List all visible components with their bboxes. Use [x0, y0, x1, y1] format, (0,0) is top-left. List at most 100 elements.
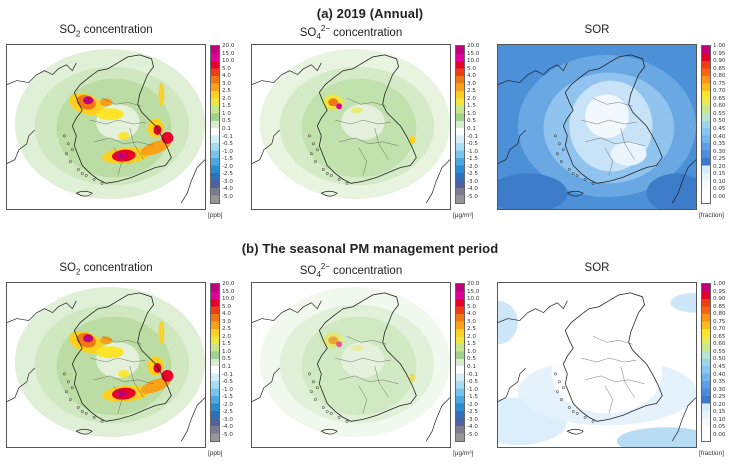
- colorbar-tick-label: 0.80: [713, 311, 726, 318]
- colorbar-tick-label: 0.35: [713, 379, 726, 386]
- title-main: SO: [59, 24, 76, 36]
- colorbar-tick-label: 15.0: [467, 50, 480, 57]
- colorbar-tick-label: 0.55: [713, 348, 726, 355]
- colorbar-tick-label: -0.5: [222, 379, 233, 386]
- title-main: SO: [59, 262, 76, 274]
- colorbar-0-0: [210, 45, 220, 204]
- colorbar-tick-label: 10.0: [222, 58, 235, 65]
- title-rest: concentration: [329, 264, 403, 277]
- colorbar-tick-label: -5.0: [222, 193, 233, 200]
- colorbar-tick-label: -1.5: [222, 394, 233, 401]
- title-main: SO: [299, 26, 317, 39]
- colorbar-tick-label: 0.85: [713, 65, 726, 72]
- colorbar-tick-label: 0.45: [713, 126, 726, 133]
- colorbar-tick-label: 10.0: [467, 58, 480, 65]
- colorbar-tick-label: 1.0: [222, 110, 231, 117]
- colorbar-ticks-0-1: 20.0 15.0 10.0 5.0 4.0 3.0 2.5 2.0 1.5 1.0 0.5 0.1-…: [467, 43, 480, 202]
- colorbar-tick-label: 0.20: [713, 163, 726, 170]
- colorbar-tick-label: 2.0: [467, 333, 476, 340]
- colorbar-tick-label: 0.85: [713, 303, 726, 310]
- colorbar-tick-label: 0.20: [713, 401, 726, 408]
- colorbar-tick-label: 0.00: [713, 431, 726, 438]
- colorbar-tick-label: 0.75: [713, 80, 726, 87]
- colorbar-tick-label: -1.0: [222, 386, 233, 393]
- colorbar-tick-label: -1.0: [222, 148, 233, 155]
- colorbar-tick-label: 2.0: [222, 333, 231, 340]
- colorbar-tick-label: -4.0: [222, 424, 233, 431]
- map-panel-1-1: [251, 282, 451, 448]
- colorbar-tick-label: 1.5: [467, 103, 476, 110]
- colorbar-tick-label: 0.90: [713, 58, 726, 65]
- colorbar-tick-label: 0.55: [713, 110, 726, 117]
- colorbar-ticks-0-0: 20.0 15.0 10.0 5.0 4.0 3.0 2.5 2.0 1.5 1.0 0.5 0.1-…: [222, 43, 235, 202]
- title-superscript: 2−: [320, 24, 330, 33]
- colorbar-tick-label: -1.0: [467, 148, 478, 155]
- colorbar-tick-label: 2.5: [467, 88, 476, 95]
- colorbar-tick-label: 1.5: [222, 103, 231, 110]
- title-subscript: 2: [75, 29, 81, 39]
- colorbar-tick-label: 0.40: [713, 133, 726, 140]
- colorbar-tick-label: 0.25: [713, 156, 726, 163]
- colorbar-tick-label: -2.0: [222, 401, 233, 408]
- colorbar-tick-label: -5.0: [467, 431, 478, 438]
- colorbar-tick-label: -3.0: [222, 178, 233, 185]
- colorbar-tick-label: 5.0: [222, 303, 231, 310]
- colorbar-tick-label: 0.50: [713, 356, 726, 363]
- colorbar-ticks-0-2: 1.00 0.95 0.90 0.85 0.80 0.75 0.70 0.65 0.60 0.55…: [713, 43, 726, 202]
- colorbar-tick-label: 0.95: [713, 288, 726, 295]
- colorbar-tick-label: 0.05: [713, 424, 726, 431]
- colorbar-tick-label: -1.5: [222, 156, 233, 163]
- colorbar-tick-label: -2.0: [222, 163, 233, 170]
- map-panel-0-2: [497, 44, 697, 210]
- colorbar-tick-label: 0.10: [713, 416, 726, 423]
- colorbar-tick-label: -0.5: [467, 141, 478, 148]
- colorbar-tick-label: 4.0: [467, 73, 476, 80]
- colorbar-1-2: [701, 283, 711, 442]
- colorbar-tick-label: 2.5: [222, 88, 231, 95]
- section-title-seasonal: (b) The seasonal PM management period: [241, 241, 499, 256]
- colorbar-tick-label: 2.5: [222, 326, 231, 333]
- colorbar-tick-label: 4.0: [222, 73, 231, 80]
- colorbar-tick-label: -3.0: [467, 416, 478, 423]
- colorbar-tick-label: -0.1: [467, 133, 478, 140]
- map-panel-1-2: [497, 282, 697, 448]
- title-rest: concentration: [80, 262, 153, 274]
- colorbar-tick-label: -0.5: [467, 379, 478, 386]
- colorbar-tick-label: -4.0: [467, 424, 478, 431]
- colorbar-unit-0-0: [ppb]: [208, 212, 223, 219]
- title-subscript: 4: [316, 32, 321, 42]
- map-panel-0-1: [251, 44, 451, 210]
- colorbar-tick-label: 20.0: [222, 43, 235, 49]
- title-rest: concentration: [329, 26, 403, 39]
- title-main: SOR: [584, 24, 610, 36]
- colorbar-tick-label: 10.0: [222, 296, 235, 303]
- colorbar-tick-label: 3.0: [467, 80, 476, 87]
- colorbar-tick-label: 15.0: [222, 288, 235, 295]
- colorbar-tick-label: -2.5: [222, 409, 233, 416]
- colorbar-tick-label: -0.1: [222, 371, 233, 378]
- colorbar-tick-label: -1.5: [467, 156, 478, 163]
- colorbar-tick-label: 0.40: [713, 371, 726, 378]
- colorbar-tick-label: 5.0: [467, 65, 476, 72]
- colorbar-tick-label: 5.0: [222, 65, 231, 72]
- colorbar-unit-1-2: [fraction]: [699, 450, 724, 457]
- colorbar-tick-label: 1.5: [467, 341, 476, 348]
- colorbar-tick-label: 3.0: [467, 318, 476, 325]
- map-panel-0-0: [6, 44, 206, 210]
- colorbar-tick-label: 0.00: [713, 193, 726, 200]
- colorbar-tick-label: 0.05: [713, 186, 726, 193]
- colorbar-tick-label: -5.0: [467, 193, 478, 200]
- colorbar-tick-label: 0.90: [713, 296, 726, 303]
- colorbar-tick-label: 3.0: [222, 318, 231, 325]
- colorbar-tick-label: 1.0: [467, 348, 476, 355]
- colorbar-tick-label: 2.0: [222, 95, 231, 102]
- colorbar-tick-label: 0.95: [713, 50, 726, 57]
- colorbar-tick-label: 0.25: [713, 394, 726, 401]
- colorbar-ticks-1-2: 1.00 0.95 0.90 0.85 0.80 0.75 0.70 0.65 0.60 0.55…: [713, 281, 726, 440]
- title-main: SOR: [584, 262, 610, 274]
- colorbar-unit-0-1: [μg/m³]: [453, 212, 474, 219]
- colorbar-tick-label: 0.5: [467, 356, 476, 363]
- map-panel-1-0: [6, 282, 206, 448]
- colorbar-unit-1-0: [ppb]: [208, 450, 223, 457]
- panel-title-1-2: SOR: [497, 262, 697, 274]
